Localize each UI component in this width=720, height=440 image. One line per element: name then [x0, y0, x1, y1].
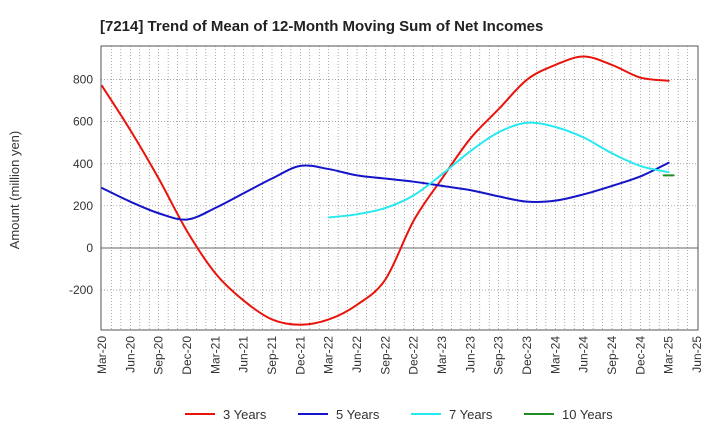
legend: 3 Years 5 Years 7 Years 10 Years	[185, 407, 613, 422]
x-tick-labels: Mar-20 Jun-20 Sep-20 Dec-20 Mar-21 Jun-21 Sep-…	[95, 336, 704, 375]
x-tick-label: Mar-23	[435, 336, 449, 374]
x-tick-label: Mar-22	[322, 336, 336, 374]
x-tick-label: Jun-25	[690, 336, 704, 373]
x-tick-label: Dec-23	[520, 336, 534, 375]
plot-frame	[100, 45, 699, 331]
y-tick-label: 200	[73, 199, 93, 213]
plot-area	[101, 46, 698, 330]
series-line-5-years	[101, 161, 670, 221]
y-tick-label: -200	[69, 283, 93, 297]
x-tick-label: Sep-21	[265, 336, 279, 375]
legend-label-5-years: 5 Years	[336, 407, 380, 422]
legend-label-10-years: 10 Years	[562, 407, 613, 422]
x-tick-label: Jun-24	[577, 336, 591, 373]
y-tick-labels: -200 0 200 400 600 800	[69, 73, 93, 297]
y-tick-label: 0	[86, 241, 93, 255]
x-tick-label: Mar-21	[208, 336, 222, 374]
y-tick-label: 400	[73, 157, 93, 171]
x-tick-label: Jun-21	[237, 336, 251, 373]
series-layer	[101, 55, 675, 326]
y-axis-label: Amount (million yen)	[7, 131, 22, 250]
chart-title: [7214] Trend of Mean of 12-Month Moving …	[100, 18, 543, 35]
series-line-7-years	[327, 121, 670, 219]
grid-layer	[101, 46, 698, 330]
x-tick-label: Mar-24	[548, 336, 562, 374]
x-tick-label: Sep-23	[492, 336, 506, 375]
x-tick-label: Jun-23	[463, 336, 477, 373]
x-tick-label: Dec-21	[293, 336, 307, 375]
x-tick-label: Jun-20	[123, 336, 137, 373]
x-tick-label: Sep-22	[378, 336, 392, 375]
y-tick-label: 800	[73, 73, 93, 87]
legend-label-7-years: 7 Years	[449, 407, 493, 422]
x-tick-label: Dec-20	[180, 336, 194, 375]
x-tick-label: Jun-22	[350, 336, 364, 373]
x-tick-label: Sep-20	[152, 336, 166, 375]
x-tick-label: Dec-22	[407, 336, 421, 375]
y-tick-label: 600	[73, 115, 93, 129]
legend-label-3-years: 3 Years	[223, 407, 267, 422]
x-tick-label: Mar-25	[662, 336, 676, 374]
x-tick-label: Sep-24	[605, 336, 619, 375]
x-tick-label: Dec-24	[633, 336, 647, 375]
series-line-3-years	[101, 55, 670, 326]
x-tick-label: Mar-20	[95, 336, 109, 374]
